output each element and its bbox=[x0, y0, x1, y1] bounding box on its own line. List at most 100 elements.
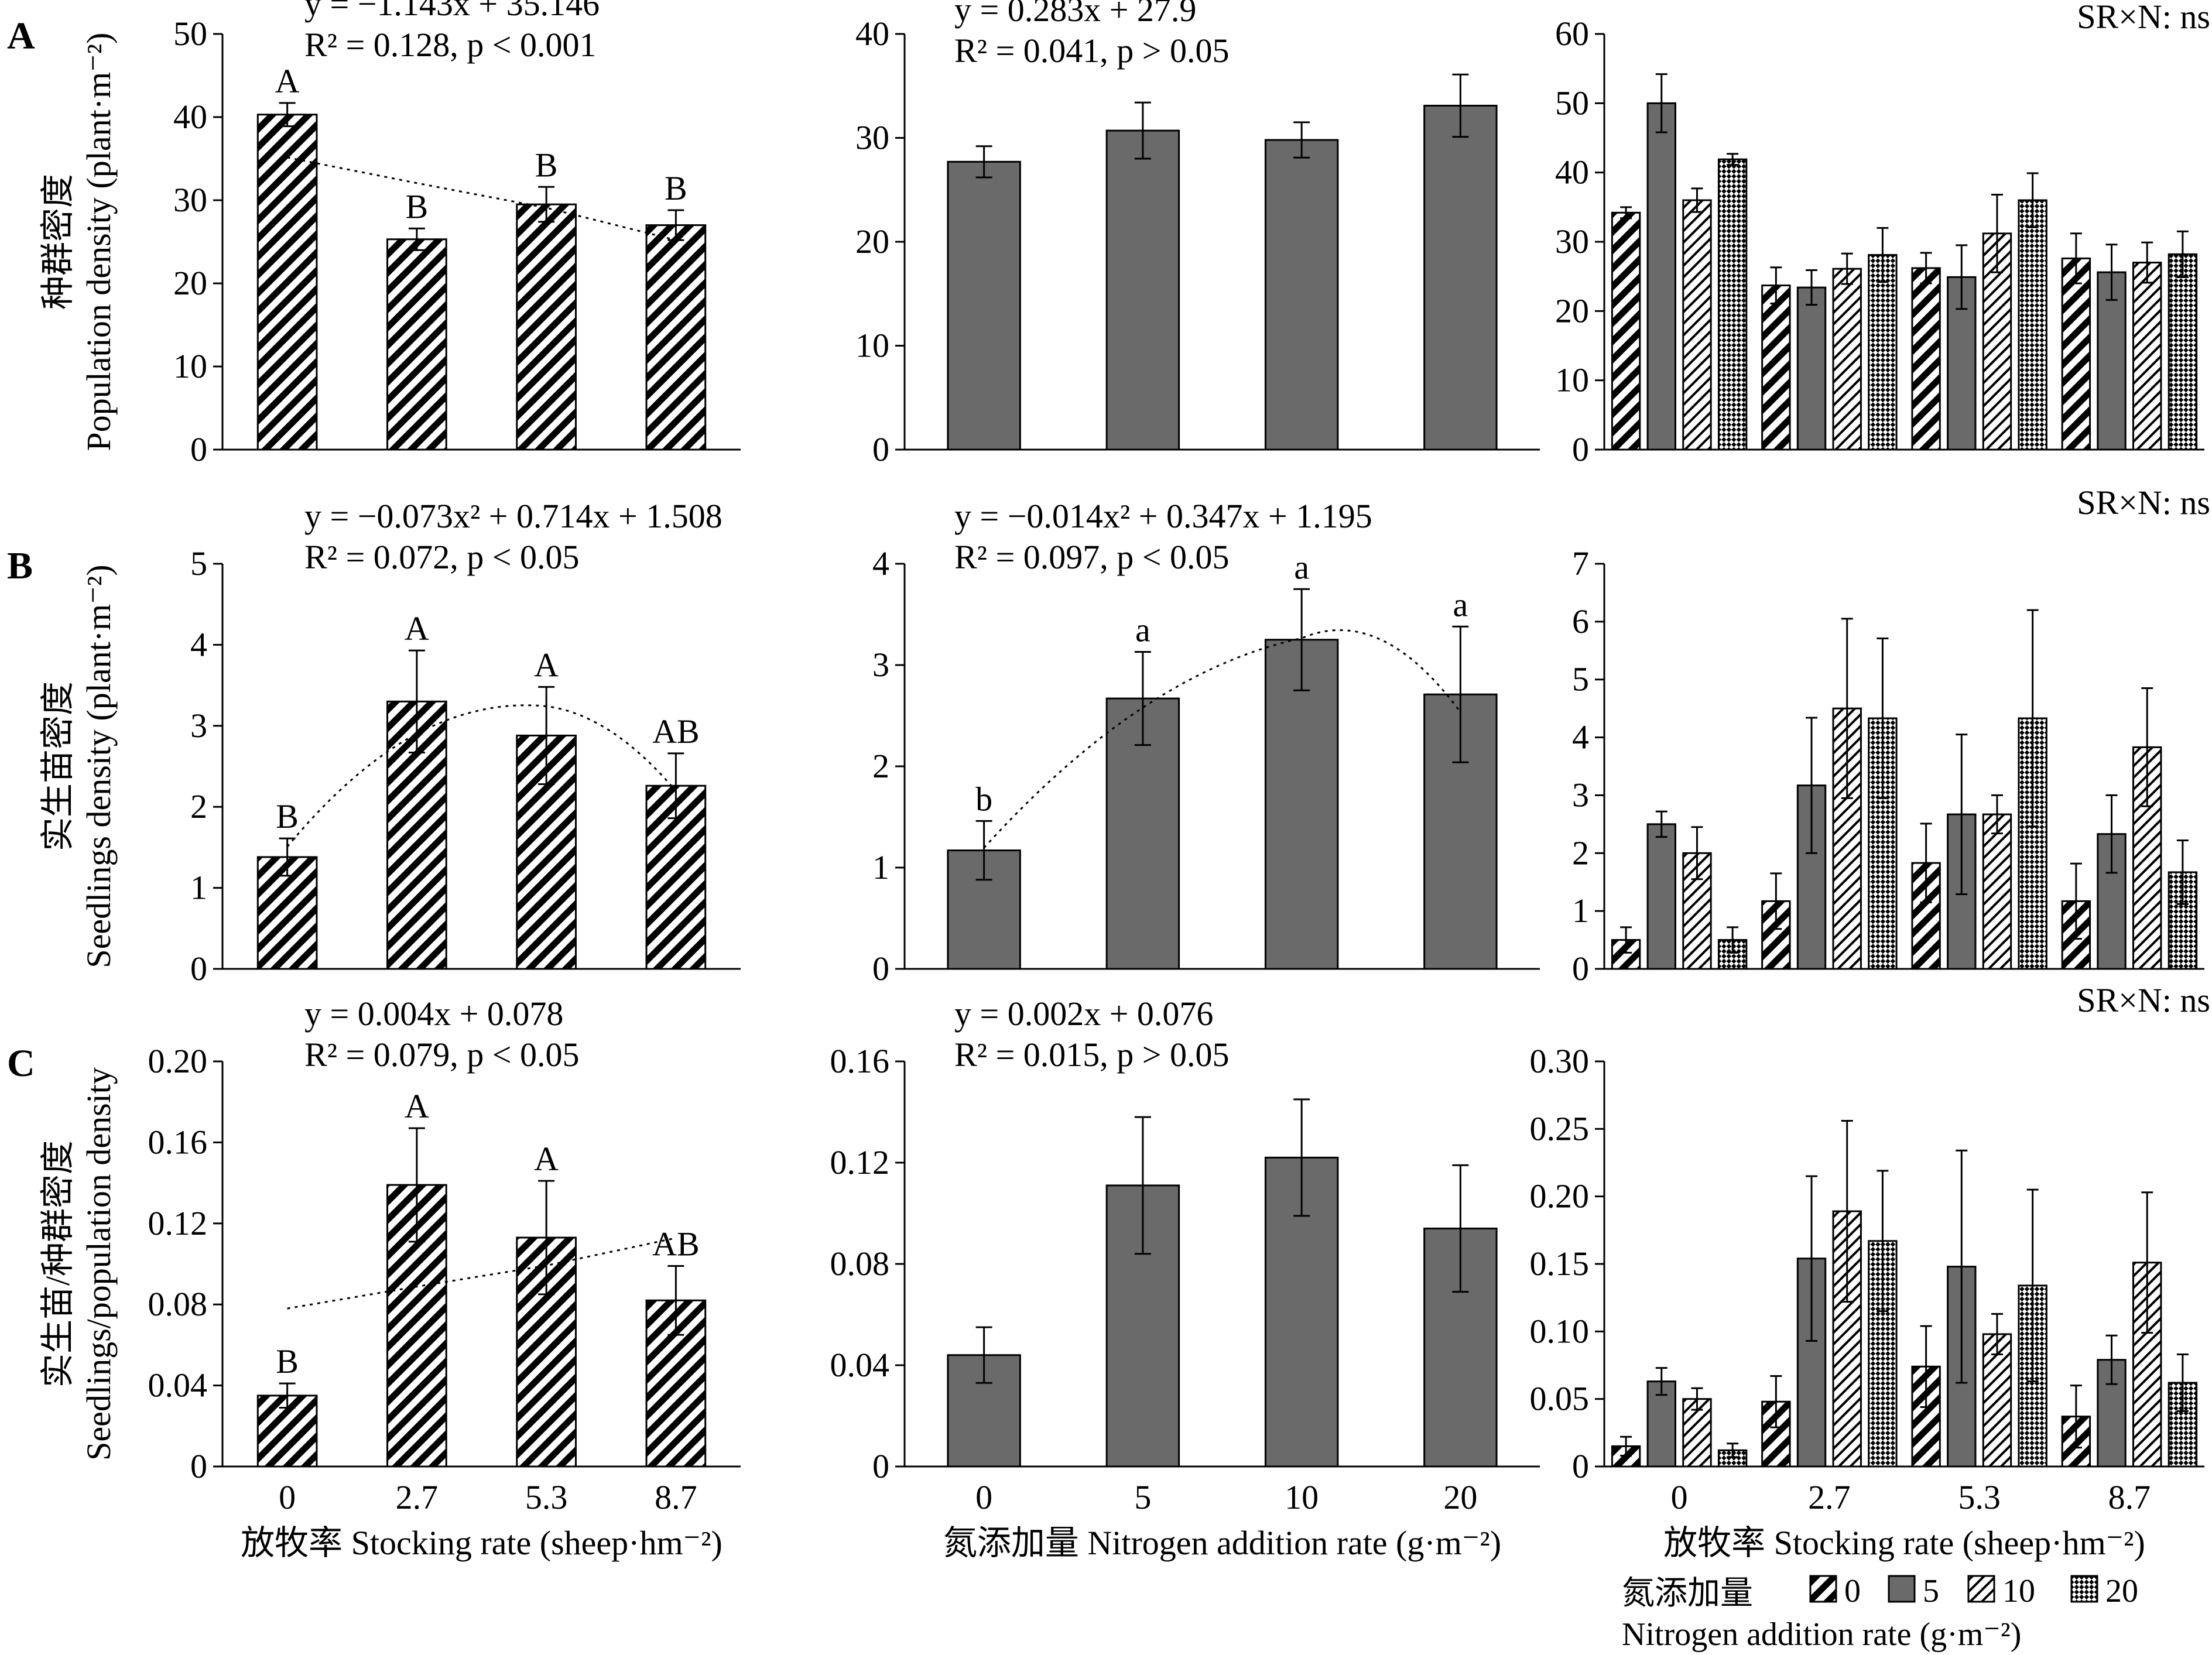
y-tick-label: 0 bbox=[1572, 1447, 1589, 1485]
x-tick-label: 0 bbox=[1671, 1478, 1688, 1516]
legend-label-5: 5 bbox=[1923, 1573, 1939, 1609]
y-tick-label: 0 bbox=[1572, 950, 1589, 988]
fit-statistics: R² = 0.041, p > 0.05 bbox=[954, 32, 1230, 70]
bar-series-5 bbox=[2097, 271, 2127, 451]
bar-series-0 bbox=[1611, 211, 1641, 451]
panel-C2: 0 0.04 0.08 0.12 0.16 0 5 10 20 氮添加量 Nitrogen add… bbox=[830, 995, 1540, 1562]
significance-letter: a bbox=[1294, 548, 1309, 586]
bar-series-5 bbox=[1796, 286, 1827, 451]
significance-letter: B bbox=[535, 146, 558, 184]
y-tick-label: 50 bbox=[173, 15, 207, 53]
y-tick-label: 0.15 bbox=[1530, 1245, 1590, 1283]
bar-series-20 bbox=[2168, 253, 2198, 451]
legend-swatch-5 bbox=[1888, 1575, 1916, 1603]
significance-letter: A bbox=[275, 62, 300, 100]
y-tick-label: 30 bbox=[1555, 222, 1589, 261]
y-tick-label: 20 bbox=[173, 264, 207, 302]
y-tick-label: 3 bbox=[872, 646, 889, 684]
bar bbox=[1264, 639, 1339, 970]
y-tick-label: 5 bbox=[1572, 660, 1589, 698]
significance-letter: B bbox=[276, 1342, 299, 1380]
x-tick-label: 20 bbox=[1443, 1478, 1477, 1516]
x-tick-label: 5.3 bbox=[525, 1478, 568, 1516]
x-tick-label: 8.7 bbox=[2108, 1478, 2151, 1516]
y-tick-label: 4 bbox=[190, 625, 207, 663]
panel-B2: 0 1 2 3 4 b a a a y = −0.014x² + 0.347x + 1.195R²… bbox=[872, 497, 1540, 988]
bar bbox=[386, 238, 447, 451]
y-tick-label: 0.04 bbox=[830, 1346, 890, 1384]
y-axis-title-en: Seedlings/population density bbox=[80, 1067, 118, 1461]
significance-letter: B bbox=[276, 797, 299, 835]
significance-letter: A bbox=[405, 1087, 429, 1125]
bar bbox=[256, 114, 318, 451]
y-tick-label: 60 bbox=[1555, 15, 1589, 53]
legend-swatch-20 bbox=[2070, 1575, 2098, 1603]
y-tick-label: 20 bbox=[1555, 292, 1589, 330]
y-tick-label: 6 bbox=[1572, 602, 1589, 640]
x-tick-label: 8.7 bbox=[655, 1478, 697, 1516]
bar bbox=[1105, 129, 1180, 451]
y-tick-label: 0.12 bbox=[148, 1204, 208, 1242]
y-tick-label: 0.08 bbox=[148, 1285, 208, 1323]
y-tick-label: 2 bbox=[1572, 834, 1589, 872]
y-tick-label: 0 bbox=[872, 430, 889, 468]
y-tick-label: 0 bbox=[872, 950, 889, 988]
bar bbox=[947, 160, 1021, 451]
y-tick-label: 0.20 bbox=[1530, 1177, 1590, 1215]
bar-series-0 bbox=[1911, 267, 1941, 451]
y-tick-label: 0 bbox=[190, 1447, 207, 1485]
y-tick-label: 0.30 bbox=[1530, 1042, 1590, 1080]
significance-letter: A bbox=[534, 1140, 559, 1178]
legend: 氮添加量 0 5 10 20 Nitrogen addition rate (g… bbox=[1622, 1573, 2138, 1653]
y-tick-label: 20 bbox=[855, 222, 889, 261]
interaction-annotation: SR×N: ns bbox=[2077, 981, 2210, 1019]
significance-letter: A bbox=[405, 609, 429, 647]
y-tick-label: 30 bbox=[855, 119, 889, 157]
x-tick-label: 10 bbox=[1285, 1478, 1319, 1516]
y-tick-label: 0 bbox=[872, 1447, 889, 1485]
significance-letter: a bbox=[1135, 611, 1150, 649]
y-axis-title-en: Population density (plant·m⁻²) bbox=[80, 33, 118, 451]
y-tick-label: 1 bbox=[872, 848, 889, 886]
bar-series-5 bbox=[1646, 102, 1676, 451]
y-axis-title-cn: 实生苗密度 bbox=[39, 681, 77, 851]
y-tick-label: 50 bbox=[1555, 84, 1589, 122]
interaction-annotation: SR×N: ns bbox=[2077, 484, 2210, 522]
legend-label-0: 0 bbox=[1844, 1573, 1861, 1609]
y-tick-label: 0.04 bbox=[148, 1366, 208, 1404]
y-tick-label: 3 bbox=[190, 707, 207, 745]
fit-curve bbox=[286, 704, 677, 848]
x-tick-label: 0 bbox=[975, 1478, 992, 1516]
x-axis-title: 放牧率 Stocking rate (sheep·hm⁻²) bbox=[241, 1524, 723, 1562]
bar-series-20 bbox=[2018, 199, 2047, 451]
y-axis-title-en: Seedlings density (plant·m⁻²) bbox=[80, 564, 118, 968]
x-axis-title: 氮添加量 Nitrogen addition rate (g·m⁻²) bbox=[943, 1524, 1501, 1562]
significance-letter: AB bbox=[652, 712, 700, 751]
significance-letter: AB bbox=[652, 1225, 700, 1263]
panel-C1: 0 0.04 0.08 0.12 0.16 0.20 B A A AB 0 2.7 5.3 8.7 放牧率 … bbox=[7, 995, 741, 1562]
y-tick-label: 0.08 bbox=[830, 1245, 890, 1283]
bar bbox=[1423, 104, 1498, 451]
panel-A3: 0 10 20 30 40 50 60 SR×N: ns bbox=[1555, 0, 2210, 468]
x-tick-label: 2.7 bbox=[396, 1478, 439, 1516]
x-tick-label: 0 bbox=[279, 1478, 296, 1516]
fit-statistics: R² = 0.015, p > 0.05 bbox=[954, 1036, 1230, 1074]
fit-statistics: R² = 0.097, p < 0.05 bbox=[954, 538, 1230, 576]
x-tick-label: 5 bbox=[1134, 1478, 1151, 1516]
y-tick-label: 0.25 bbox=[1530, 1109, 1590, 1147]
y-tick-label: 0.16 bbox=[148, 1123, 208, 1161]
bar-series-5 bbox=[1646, 823, 1676, 970]
fit-statistics: R² = 0.072, p < 0.05 bbox=[304, 538, 580, 576]
significance-letter: A bbox=[534, 646, 559, 684]
bar-series-20 bbox=[1717, 158, 1748, 451]
y-tick-label: 10 bbox=[1555, 361, 1589, 399]
y-tick-label: 1 bbox=[1572, 892, 1589, 930]
bar-series-0 bbox=[1761, 285, 1791, 451]
fit-curve bbox=[287, 156, 676, 241]
panel-B3: 0 1 2 3 4 5 6 7 SR×N: ns bbox=[1572, 484, 2210, 988]
y-tick-label: 0 bbox=[190, 430, 207, 468]
bar-series-10 bbox=[2132, 262, 2162, 451]
y-tick-label: 4 bbox=[872, 544, 889, 582]
